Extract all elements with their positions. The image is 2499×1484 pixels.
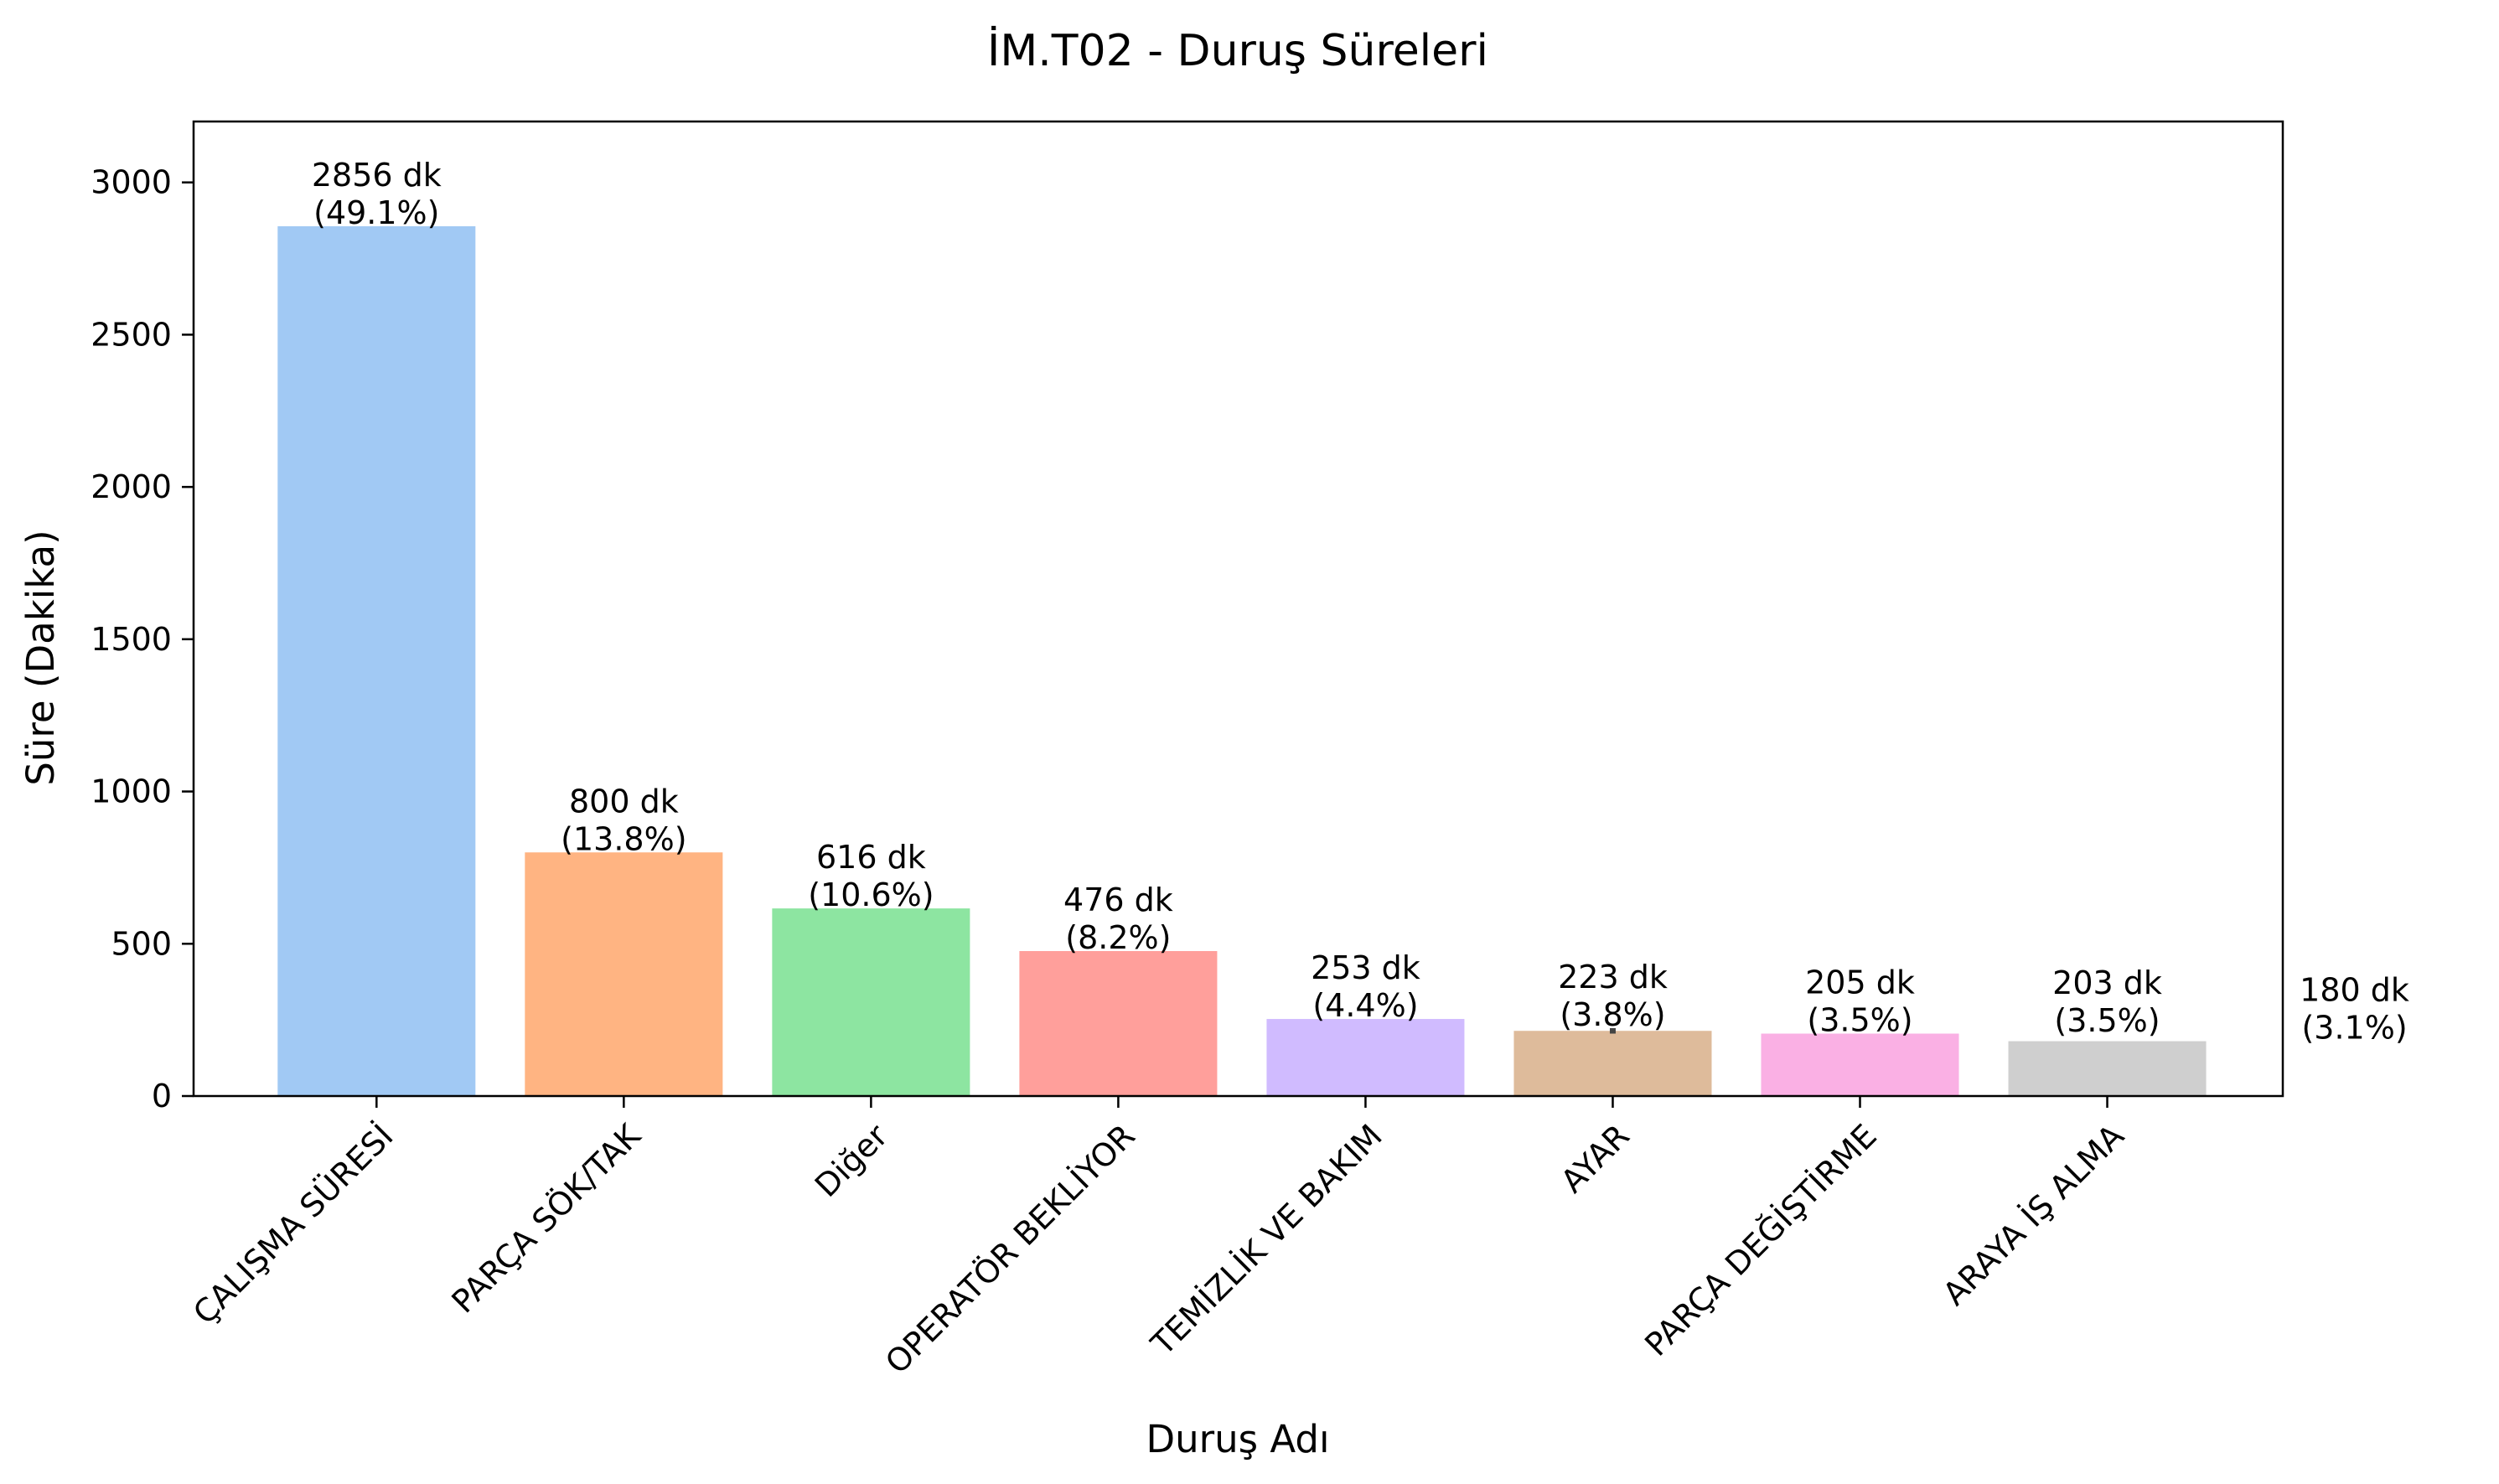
bars-layer <box>277 226 2207 1097</box>
bar-value-label: 616 dk <box>816 839 926 876</box>
y-tick-label: 3000 <box>91 164 172 201</box>
y-tick-label: 2000 <box>91 468 172 505</box>
x-tick-label: Diğer <box>808 1117 895 1204</box>
bar <box>1019 951 1218 1096</box>
bar <box>2008 1041 2207 1096</box>
bar <box>1513 1031 1712 1096</box>
bar-value-label: 180 dk <box>2300 972 2409 1009</box>
bar-percent-label: (3.5%) <box>1807 1001 1912 1038</box>
x-axis: ÇALIŞMA SÜRESİ PARÇA SÖK/TAK DiğerOPERATÖR… <box>186 1096 2131 1381</box>
bar-value-label: 253 dk <box>1311 949 1420 986</box>
y-tick-label: 0 <box>152 1078 172 1114</box>
bar-value-label: 223 dk <box>1558 959 1668 995</box>
bar <box>772 908 970 1096</box>
y-tick-label: 1000 <box>91 773 172 810</box>
x-tick-label: PARÇA SÖK/TAK <box>445 1116 649 1320</box>
bar-percent-label: (4.4%) <box>1312 987 1418 1024</box>
x-tick-label: AYAR <box>1554 1117 1637 1200</box>
bar-value-label: 203 dk <box>2052 964 2162 1001</box>
bar-percent-label: (3.8%) <box>1560 996 1665 1033</box>
plot-frame <box>192 120 2284 1098</box>
x-tick-label: ARAYA İŞ ALMA <box>1936 1117 2131 1312</box>
y-axis-label: Süre (Dakika) <box>18 530 63 785</box>
x-tick-label: TEMİZLİK VE BAKIM <box>1144 1117 1389 1362</box>
bar-percent-label: (8.2%) <box>1065 919 1171 956</box>
annotations-layer: 2856 dk(49.1%) 800 dk(13.8%) 616 dk(10.6%)… <box>312 157 2409 1047</box>
y-tick-label: 2500 <box>91 316 172 353</box>
bar-value-label: 2856 dk <box>312 157 442 194</box>
x-axis-label: Duruş Adı <box>1146 1417 1329 1461</box>
bar-percent-label: (3.5%) <box>2054 1002 2160 1039</box>
bar <box>1266 1019 1465 1096</box>
bar-percent-label: (10.6%) <box>808 876 934 913</box>
bar <box>525 852 723 1096</box>
x-tick-label: OPERATÖR BEKLİYOR <box>878 1117 1142 1381</box>
x-tick-label: PARÇA DEĞİŞTİRME <box>1638 1117 1884 1363</box>
bar-percent-label: (3.1%) <box>2301 1010 2407 1047</box>
y-tick-label: 1500 <box>91 621 172 658</box>
y-axis: 0 500 1000 1500 2000 2500 3000 <box>91 164 194 1114</box>
bar <box>1761 1033 1959 1096</box>
x-tick-label: ÇALIŞMA SÜRESİ <box>186 1117 401 1331</box>
bar-value-label: 205 dk <box>1805 964 1915 1001</box>
bar-value-label: 800 dk <box>569 783 679 820</box>
chart-title: İM.T02 - Duruş Süreleri <box>987 25 1488 76</box>
y-tick-label: 500 <box>111 925 172 962</box>
bar-percent-label: (13.8%) <box>561 820 686 857</box>
bar-percent-label: (49.1%) <box>313 194 439 231</box>
bar-value-label: 476 dk <box>1063 882 1173 918</box>
bar <box>277 226 476 1097</box>
